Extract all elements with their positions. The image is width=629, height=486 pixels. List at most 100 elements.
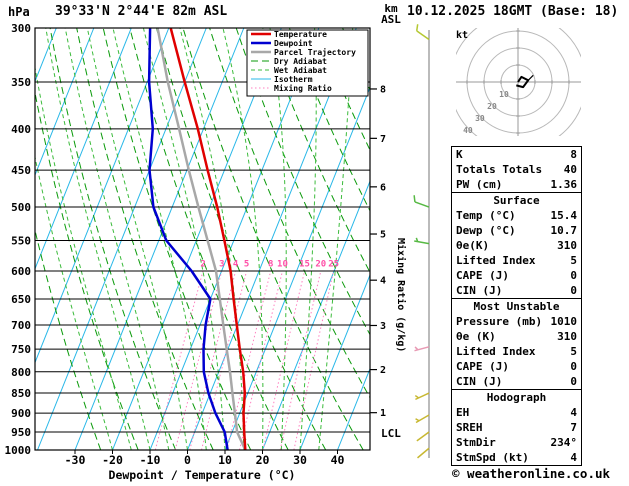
- table-section-header: Surface: [493, 194, 540, 207]
- index-label: EH: [456, 406, 470, 419]
- index-value: 4: [570, 451, 577, 464]
- index-value: 15.4: [550, 209, 578, 222]
- altitude-unit-km: km: [384, 2, 398, 15]
- index-label: CIN (J): [456, 375, 503, 388]
- index-value: 0: [570, 269, 577, 282]
- table-row: CIN (J) 0: [452, 283, 581, 298]
- table-row: CIN (J) 0: [452, 374, 581, 389]
- svg-text:500: 500: [11, 201, 31, 214]
- pressure-axis-labels: 300 350 400 450 500 550 600 650 700 750 800 850 900 9…: [5, 22, 32, 457]
- table-section: Surface Temp (°C) 15.4 Dewp (°C) 10.7 θe(K) 31…: [452, 192, 581, 298]
- svg-text:-10: -10: [140, 453, 161, 467]
- index-value: 0: [570, 375, 577, 388]
- svg-text:15: 15: [299, 260, 310, 270]
- svg-text:Temperature: Temperature: [274, 30, 327, 39]
- wind-barb-column: [413, 24, 430, 459]
- mixing-ratio-labels: 2 3 4 5 8 10 15 20 25: [200, 260, 339, 270]
- index-value: 310: [557, 239, 577, 252]
- svg-text:7: 7: [380, 134, 386, 145]
- svg-text:30: 30: [293, 453, 307, 467]
- svg-text:-30: -30: [65, 453, 86, 467]
- table-section-header: Most Unstable: [473, 300, 560, 313]
- index-value: 7: [570, 421, 577, 434]
- svg-text:950: 950: [11, 426, 31, 439]
- index-label: Lifted Index: [456, 345, 536, 358]
- plot-frame: [34, 27, 371, 451]
- svg-text:10: 10: [277, 260, 288, 270]
- index-label: Temp (°C): [456, 209, 516, 222]
- lcl-marker-label: LCL: [381, 427, 401, 440]
- stability-indices-table: K 8 Totals Totals 40 PW (cm) 1.36 Surface Temp …: [451, 146, 582, 466]
- index-value: 0: [570, 284, 577, 297]
- index-label: SREH: [456, 421, 483, 434]
- svg-text:350: 350: [11, 76, 31, 89]
- svg-text:20: 20: [256, 453, 270, 467]
- pressure-unit-label: hPa: [8, 5, 30, 19]
- dewpoint-curve: [147, 28, 229, 450]
- km-axis: 1 2 3 4 5 6 7 8: [370, 84, 386, 419]
- svg-text:8: 8: [380, 84, 386, 95]
- index-label: StmSpd (kt): [456, 451, 529, 464]
- table-section: Most Unstable Pressure (mb) 1010 θe (K) 310 L…: [452, 298, 581, 389]
- svg-text:Wet Adiabat: Wet Adiabat: [274, 65, 327, 75]
- index-label: CAPE (J): [456, 269, 509, 282]
- table-row: Totals Totals 40: [452, 162, 581, 177]
- index-label: θe(K): [456, 239, 490, 252]
- mixing-ratio-axis-title: Mixing Ratio (g/kg): [395, 238, 406, 353]
- index-value: 4: [570, 406, 577, 419]
- svg-text:2: 2: [380, 365, 386, 376]
- svg-text:4: 4: [380, 276, 386, 287]
- index-value: 40: [563, 163, 577, 176]
- index-value: 1.36: [550, 178, 578, 191]
- index-value: 10.7: [550, 224, 578, 237]
- table-row: Dewp (°C) 10.7: [452, 223, 581, 238]
- svg-text:800: 800: [11, 366, 31, 379]
- svg-text:450: 450: [11, 164, 31, 177]
- svg-text:300: 300: [11, 22, 31, 35]
- table-row: EH 4: [452, 405, 581, 420]
- table-row: Pressure (mb) 1010: [452, 314, 581, 329]
- svg-text:850: 850: [11, 387, 31, 400]
- svg-text:40: 40: [463, 126, 473, 135]
- svg-text:10: 10: [499, 90, 509, 99]
- index-value: 8: [570, 148, 577, 161]
- table-section-header: Hodograph: [486, 391, 547, 404]
- table-row: StmDir 234°: [452, 435, 581, 450]
- svg-text:0: 0: [184, 453, 191, 467]
- copyright-footer: © weatheronline.co.uk: [452, 466, 611, 481]
- index-label: CIN (J): [456, 284, 503, 297]
- index-label: Dewp (°C): [456, 224, 516, 237]
- svg-text:20: 20: [487, 102, 497, 111]
- svg-text:5: 5: [380, 230, 386, 241]
- svg-text:400: 400: [11, 123, 31, 136]
- index-label: K: [456, 148, 463, 161]
- table-section: K 8 Totals Totals 40 PW (cm) 1.36: [452, 147, 581, 192]
- chart-datetime: 10.12.2025 18GMT (Base: 18): [407, 4, 619, 19]
- svg-text:-20: -20: [102, 453, 123, 467]
- page-title: 39°33'N 2°44'E 82m ASL: [55, 4, 228, 19]
- svg-text:25: 25: [328, 260, 339, 270]
- index-value: 0: [570, 360, 577, 373]
- svg-text:Dry Adiabat: Dry Adiabat: [274, 56, 327, 66]
- profile-curves: [147, 28, 247, 450]
- svg-text:Mixing Ratio: Mixing Ratio: [274, 83, 332, 93]
- svg-text:30: 30: [475, 114, 485, 123]
- svg-text:1000: 1000: [5, 444, 32, 457]
- index-label: θe (K): [456, 330, 496, 343]
- table-section: Hodograph EH 4 SREH 7 StmDir 234° StmSpd (kt) 4: [452, 389, 581, 465]
- altitude-unit-label: km ASL: [374, 3, 408, 25]
- svg-text:5: 5: [244, 260, 249, 270]
- index-label: CAPE (J): [456, 360, 509, 373]
- index-label: PW (cm): [456, 178, 503, 191]
- temperature-curve: [169, 28, 247, 450]
- temperature-axis-labels: -30 -20 -10 0 10 20 30 40: [65, 450, 345, 467]
- table-row: Lifted Index 5: [452, 253, 581, 268]
- svg-text:3: 3: [380, 321, 386, 332]
- svg-text:Dewpoint: Dewpoint: [274, 38, 313, 48]
- svg-text:40: 40: [331, 453, 345, 467]
- svg-text:3: 3: [219, 260, 224, 270]
- index-value: 234°: [550, 436, 578, 449]
